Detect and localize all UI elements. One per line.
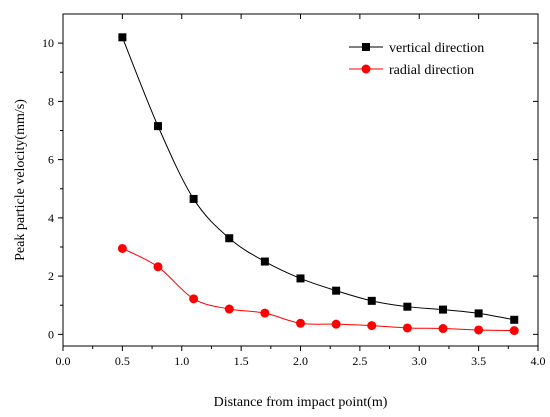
data-point bbox=[331, 319, 341, 329]
x-axis-label: Distance from impact point(m) bbox=[214, 395, 388, 410]
data-point bbox=[367, 321, 377, 331]
data-point bbox=[224, 304, 234, 314]
data-point bbox=[260, 308, 270, 318]
x-tick-label: 0.0 bbox=[56, 354, 71, 368]
data-point bbox=[189, 294, 199, 304]
y-tick-label: 2 bbox=[48, 269, 54, 283]
data-point bbox=[367, 296, 376, 305]
data-point bbox=[296, 274, 305, 283]
legend-marker bbox=[362, 43, 370, 51]
data-series bbox=[117, 33, 519, 336]
legend-label: vertical direction bbox=[389, 41, 484, 56]
series-line bbox=[122, 247, 515, 332]
x-tick-label: 4.0 bbox=[531, 354, 546, 368]
series-1 bbox=[117, 243, 519, 336]
y-tick-label: 0 bbox=[48, 327, 54, 341]
data-point bbox=[438, 324, 448, 334]
x-tick-label: 3.0 bbox=[412, 354, 427, 368]
data-point bbox=[402, 323, 412, 333]
x-tick-label: 1.5 bbox=[234, 354, 249, 368]
legend-label: radial direction bbox=[389, 63, 474, 78]
data-point bbox=[118, 33, 127, 42]
x-tick-label: 2.5 bbox=[352, 354, 367, 368]
data-point bbox=[474, 309, 483, 318]
data-point bbox=[296, 318, 305, 328]
data-point bbox=[439, 305, 447, 314]
data-point bbox=[510, 315, 519, 324]
data-point bbox=[153, 262, 163, 272]
series-0 bbox=[118, 33, 519, 324]
y-tick-label: 8 bbox=[48, 94, 54, 108]
x-tick-label: 1.0 bbox=[174, 354, 189, 368]
y-tick-label: 10 bbox=[42, 36, 54, 50]
y-tick-label: 4 bbox=[48, 211, 54, 225]
data-point bbox=[332, 286, 341, 295]
y-axis-label: Peak particle velocity(mm/s) bbox=[13, 99, 28, 261]
legend: vertical direction radial direction bbox=[349, 41, 484, 78]
axis-ticks: 0.0 0.5 1.0 1.5 2.0 2.5 3.0 3.5 4.0 0 2 4 6 8 10 bbox=[42, 14, 546, 368]
data-point bbox=[225, 234, 234, 243]
x-tick-label: 3.5 bbox=[471, 354, 486, 368]
data-point bbox=[474, 325, 484, 335]
x-tick-label: 0.5 bbox=[115, 354, 130, 368]
data-point bbox=[403, 302, 412, 311]
data-point bbox=[117, 243, 127, 253]
data-point bbox=[189, 194, 198, 203]
x-tick-label: 2.0 bbox=[293, 354, 308, 368]
data-point bbox=[509, 326, 519, 336]
series-line bbox=[121, 37, 515, 321]
data-point bbox=[154, 122, 162, 131]
y-tick-label: 6 bbox=[48, 153, 54, 167]
data-point bbox=[260, 257, 269, 266]
legend-marker bbox=[361, 64, 371, 74]
